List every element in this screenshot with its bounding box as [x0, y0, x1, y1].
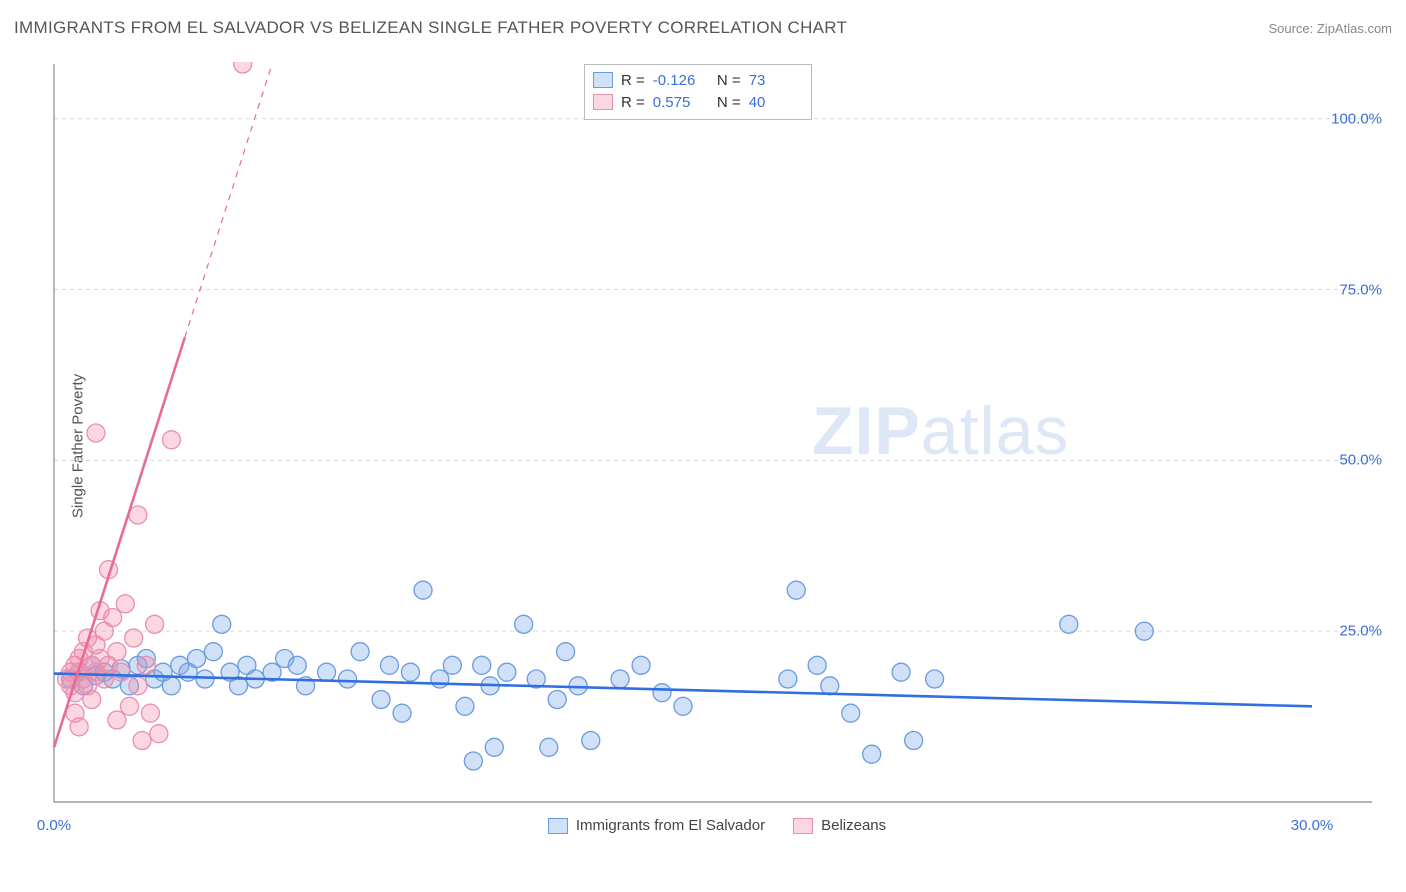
scatter-point — [1135, 622, 1153, 640]
scatter-point — [892, 663, 910, 681]
y-tick-label: 75.0% — [1339, 281, 1382, 298]
scatter-point — [473, 656, 491, 674]
stat-n-label: N = — [713, 94, 741, 111]
scatter-point — [288, 656, 306, 674]
scatter-point — [393, 704, 411, 722]
source-label: Source: ZipAtlas.com — [1268, 21, 1392, 36]
stat-r-label: R = — [621, 94, 645, 111]
scatter-point — [108, 643, 126, 661]
scatter-point — [141, 704, 159, 722]
scatter-point — [318, 663, 336, 681]
legend-item: Belizeans — [793, 817, 886, 834]
scatter-point — [485, 738, 503, 756]
y-tick-label: 100.0% — [1331, 110, 1382, 127]
scatter-point — [515, 615, 533, 633]
legend-label: Belizeans — [821, 817, 886, 834]
scatter-chart — [52, 62, 1382, 832]
scatter-point — [150, 725, 168, 743]
legend-swatch-icon — [793, 818, 813, 834]
y-tick-label: 50.0% — [1339, 452, 1382, 469]
scatter-point — [905, 732, 923, 750]
scatter-point — [234, 62, 252, 73]
scatter-point — [372, 691, 390, 709]
scatter-point — [926, 670, 944, 688]
scatter-point — [339, 670, 357, 688]
scatter-point — [108, 711, 126, 729]
scatter-point — [557, 643, 575, 661]
scatter-point — [498, 663, 516, 681]
bottom-legend: Immigrants from El Salvador Belizeans — [52, 817, 1382, 834]
scatter-point — [1060, 615, 1078, 633]
y-tick-label: 25.0% — [1339, 623, 1382, 640]
legend-swatch-icon — [593, 72, 613, 88]
scatter-point — [129, 506, 147, 524]
stat-r-label: R = — [621, 72, 645, 89]
legend-item: Immigrants from El Salvador — [548, 817, 765, 834]
scatter-point — [196, 670, 214, 688]
scatter-point — [351, 643, 369, 661]
trend-line-dashed — [185, 64, 272, 337]
scatter-point — [611, 670, 629, 688]
scatter-point — [120, 697, 138, 715]
scatter-point — [456, 697, 474, 715]
stat-n-value: 73 — [749, 72, 801, 89]
scatter-point — [137, 656, 155, 674]
scatter-point — [653, 684, 671, 702]
scatter-point — [674, 697, 692, 715]
stat-n-label: N = — [713, 72, 741, 89]
stats-row: R = 0.575 N = 40 — [593, 91, 801, 113]
chart-title: IMMIGRANTS FROM EL SALVADOR VS BELIZEAN … — [14, 18, 847, 38]
scatter-point — [401, 663, 419, 681]
scatter-point — [632, 656, 650, 674]
scatter-point — [787, 581, 805, 599]
scatter-point — [188, 650, 206, 668]
scatter-point — [162, 677, 180, 695]
stats-box: R = -0.126 N = 73R = 0.575 N = 40 — [584, 64, 812, 120]
scatter-point — [213, 615, 231, 633]
scatter-point — [87, 424, 105, 442]
scatter-point — [821, 677, 839, 695]
title-bar: IMMIGRANTS FROM EL SALVADOR VS BELIZEAN … — [14, 18, 1392, 38]
scatter-point — [146, 615, 164, 633]
scatter-point — [129, 677, 147, 695]
scatter-point — [808, 656, 826, 674]
plot-area: ZIPatlas R = -0.126 N = 73R = 0.575 N = … — [52, 62, 1382, 832]
scatter-point — [548, 691, 566, 709]
scatter-point — [133, 732, 151, 750]
scatter-point — [380, 656, 398, 674]
scatter-point — [204, 643, 222, 661]
scatter-point — [431, 670, 449, 688]
scatter-point — [162, 431, 180, 449]
legend-swatch-icon — [548, 818, 568, 834]
scatter-point — [104, 609, 122, 627]
scatter-point — [112, 663, 130, 681]
scatter-point — [125, 629, 143, 647]
scatter-point — [83, 691, 101, 709]
scatter-point — [779, 670, 797, 688]
stats-row: R = -0.126 N = 73 — [593, 69, 801, 91]
scatter-point — [842, 704, 860, 722]
stat-n-value: 40 — [749, 94, 801, 111]
scatter-point — [116, 595, 134, 613]
scatter-point — [66, 704, 84, 722]
scatter-point — [863, 745, 881, 763]
scatter-point — [443, 656, 461, 674]
stat-r-value: 0.575 — [653, 94, 705, 111]
legend-swatch-icon — [593, 94, 613, 110]
scatter-point — [540, 738, 558, 756]
legend-label: Immigrants from El Salvador — [576, 817, 765, 834]
stat-r-value: -0.126 — [653, 72, 705, 89]
scatter-point — [464, 752, 482, 770]
scatter-point — [582, 732, 600, 750]
scatter-point — [414, 581, 432, 599]
